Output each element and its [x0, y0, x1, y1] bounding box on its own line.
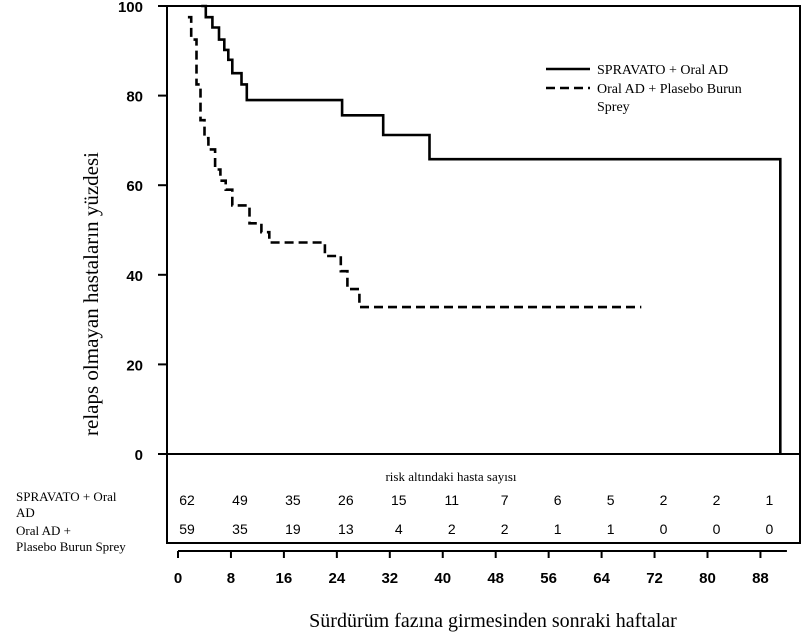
y-tick-label: 20	[126, 357, 143, 374]
risk-count: 7	[501, 492, 509, 508]
risk-count: 0	[766, 521, 774, 537]
risk-count: 2	[713, 492, 721, 508]
y-tick-label: 0	[135, 447, 143, 464]
y-tick-label: 80	[126, 89, 143, 106]
risk-table-frame	[166, 453, 801, 544]
risk-row-label-2: Oral AD + Plasebo Burun Sprey	[16, 523, 126, 554]
x-tick-label: 16	[276, 570, 293, 587]
risk-count: 49	[232, 492, 248, 508]
series-line-2	[187, 15, 642, 309]
x-tick-label: 40	[434, 570, 451, 587]
risk-count: 0	[660, 521, 668, 537]
risk-count: 13	[338, 521, 354, 537]
risk-count: 1	[554, 521, 562, 537]
risk-count: 5	[607, 492, 615, 508]
risk-count: 1	[766, 492, 774, 508]
risk-count: 11	[444, 492, 459, 508]
risk-count: 4	[395, 521, 403, 537]
risk-count: 2	[501, 521, 509, 537]
risk-count: 2	[660, 492, 668, 508]
risk-count: 26	[338, 492, 354, 508]
risk-count: 19	[285, 521, 301, 537]
risk-count: 2	[448, 521, 456, 537]
x-tick-label: 24	[329, 570, 346, 587]
x-tick-label: 56	[540, 570, 557, 587]
x-tick-label: 0	[174, 570, 182, 587]
risk-count: 35	[285, 492, 301, 508]
x-tick-label: 72	[646, 570, 663, 587]
risk-count: 35	[232, 521, 248, 537]
risk-count: 62	[179, 492, 195, 508]
x-tick-label: 64	[593, 570, 610, 587]
y-tick-label: 40	[126, 268, 143, 285]
y-tick-label: 100	[118, 0, 143, 16]
risk-table-title: risk altındaki hasta sayısı	[385, 469, 516, 484]
risk-count: 59	[179, 521, 195, 537]
risk-count: 0	[713, 521, 721, 537]
risk-count: 1	[607, 521, 615, 537]
risk-count: 6	[554, 492, 562, 508]
x-tick-label: 80	[699, 570, 716, 587]
y-axis-label: relaps olmayan hastaların yüzdesi	[79, 152, 103, 436]
risk-row-label-1: SPRAVATO + Oral AD	[16, 489, 117, 520]
y-tick-label: 60	[126, 178, 143, 195]
legend-label-1: SPRAVATO + Oral AD	[597, 63, 728, 78]
x-tick-label: 32	[381, 570, 398, 587]
series-line-1	[201, 4, 782, 454]
risk-count: 15	[391, 492, 407, 508]
x-tick-label: 48	[487, 570, 504, 587]
x-tick-label: 8	[227, 570, 235, 587]
legend-label-2: Oral AD + Plasebo Burun Sprey	[597, 82, 742, 115]
x-tick-label: 88	[752, 570, 769, 587]
x-axis-label: Sürdürüm fazına girmesinden sonraki haft…	[309, 610, 677, 632]
